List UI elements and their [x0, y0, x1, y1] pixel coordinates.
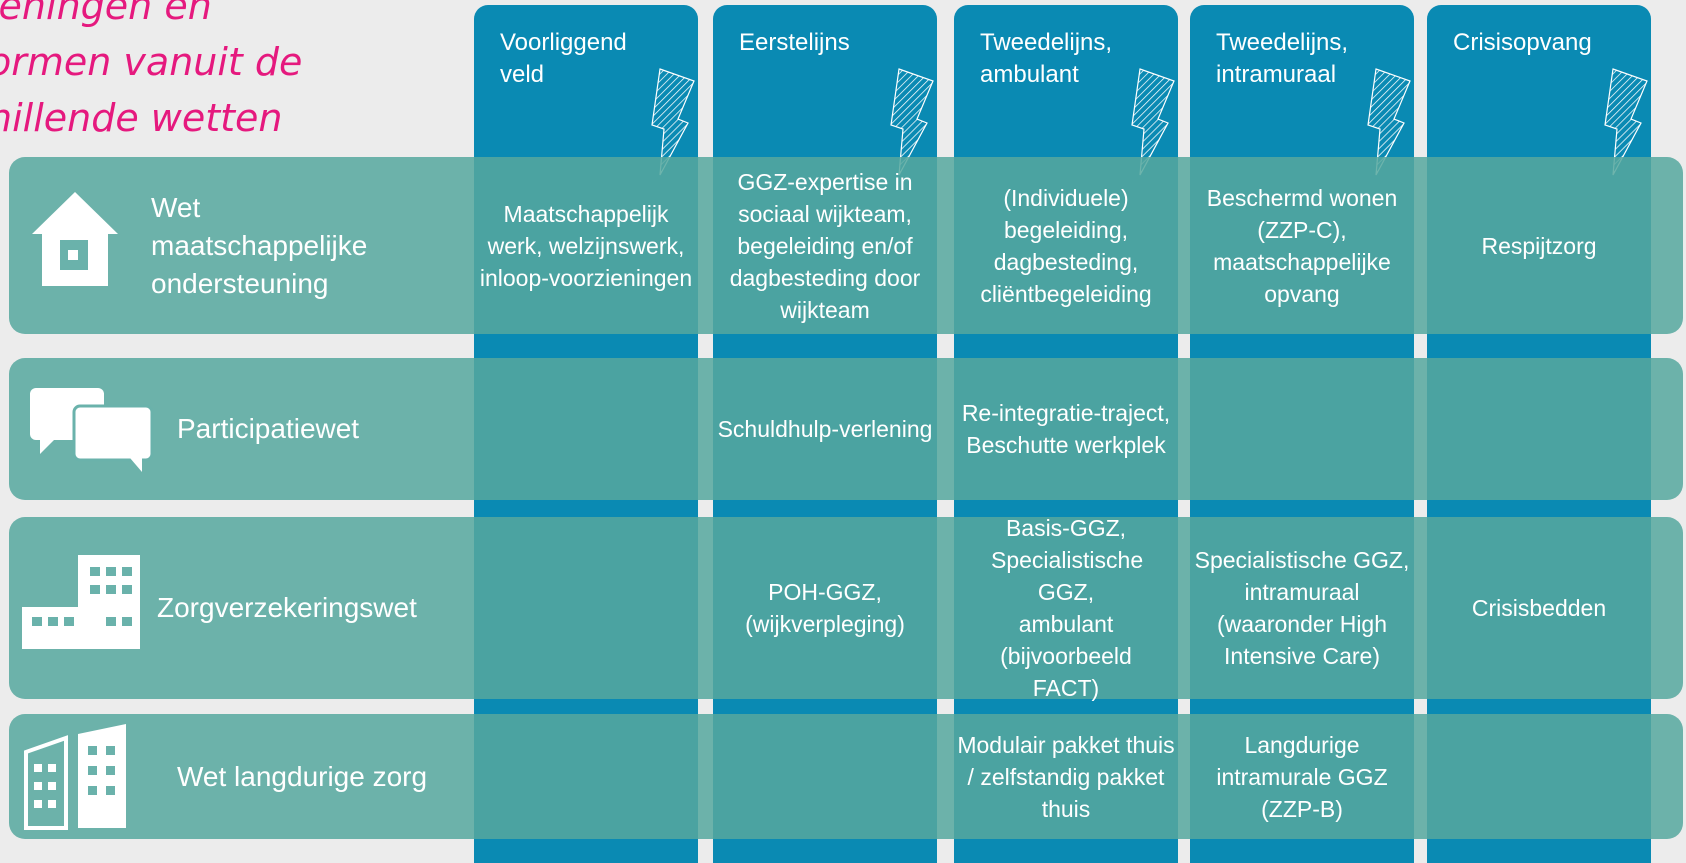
cell: (Individuele) begeleiding, dagbesteding,… [950, 157, 1182, 334]
building-icon [22, 555, 140, 649]
cell-text: Schuldhulp-verlening [717, 416, 933, 442]
cell-text: Modulair pakket thuis / zelfstandig pakk… [957, 731, 1175, 822]
title-line: hillende wetten [0, 96, 283, 140]
cell: Re-integratie-traject, Beschutte werkple… [950, 358, 1182, 500]
cell: Basis-GGZ, Specialistische GGZ, ambulant… [950, 515, 1182, 701]
law-label: Participatiewet [177, 413, 360, 444]
cell-text: Beschermd wonen (ZZP-C), maatschappelijk… [1206, 184, 1398, 307]
cell-text: Langdurige intramurale GGZ (ZZP-B) [1216, 731, 1388, 822]
cell-text: Maatschappelijk werk, welzijnswerk, inlo… [479, 200, 693, 291]
arrow-decoration [1604, 68, 1648, 176]
arrow-decoration [651, 68, 695, 176]
arrow-decoration [890, 68, 934, 176]
house-icon [32, 192, 118, 286]
flats-icon [24, 724, 126, 830]
cell-text: (Individuele) begeleiding, dagbesteding,… [980, 184, 1152, 307]
column-header: Tweedelijns, intramuraal [1216, 29, 1349, 88]
arrow-decoration [1131, 68, 1175, 176]
law-row: Wet maatschappelijke ondersteuning Maatsc… [9, 157, 1683, 334]
column-header: Voorliggend veld [500, 29, 627, 88]
cell: Langdurige intramurale GGZ (ZZP-B) [1186, 714, 1418, 839]
slide-title: ieningen en ormen vanuit de hillende wet… [0, 0, 302, 146]
cell: GGZ-expertise in sociaal wijkteam, begel… [709, 157, 941, 334]
column-header: Tweedelijns, ambulant [980, 29, 1113, 88]
cell: Respijtzorg [1423, 157, 1655, 334]
chat-icon [30, 388, 154, 472]
law-row: Participatiewet Schuldhulp-verlening Re-in… [9, 358, 1683, 500]
cell-text: Basis-GGZ, Specialistische GGZ, ambulant… [991, 515, 1144, 701]
cell: Schuldhulp-verlening [709, 358, 941, 500]
cell: Modulair pakket thuis / zelfstandig pakk… [950, 714, 1182, 839]
title-line: ormen vanuit de [0, 40, 303, 84]
cell-text: Crisisbedden [1471, 595, 1607, 621]
law-row: Zorgverzekeringswet POH-GGZ, (wijkverpleg… [9, 515, 1683, 701]
column-header: Eerstelijns [739, 29, 850, 56]
cell: Maatschappelijk werk, welzijnswerk, inlo… [470, 157, 702, 334]
law-label: Wet maatschappelijke ondersteuning [151, 191, 368, 299]
cell-text: Re-integratie-traject, Beschutte werkple… [961, 400, 1171, 458]
cell-text: Respijtzorg [1481, 232, 1597, 259]
law-label: Wet langdurige zorg [177, 760, 428, 792]
cell-text: POH-GGZ, (wijkverpleging) [745, 579, 905, 637]
cell-text: Specialistische GGZ, intramuraal (waaron… [1194, 547, 1410, 669]
cell: Specialistische GGZ, intramuraal (waaron… [1186, 517, 1418, 699]
law-label: Zorgverzekeringswet [157, 592, 417, 623]
cell-text: GGZ-expertise in sociaal wijkteam, begel… [729, 168, 921, 323]
cell: Beschermd wonen (ZZP-C), maatschappelijk… [1186, 157, 1418, 334]
cell: POH-GGZ, (wijkverpleging) [709, 517, 941, 699]
cell: Crisisbedden [1423, 517, 1655, 699]
column-header: Crisisopvang [1453, 29, 1592, 56]
arrow-decoration [1367, 68, 1411, 176]
law-row: Wet langdurige zorg Modulair pakket thuis… [9, 714, 1683, 839]
title-line: ieningen en [0, 0, 212, 28]
